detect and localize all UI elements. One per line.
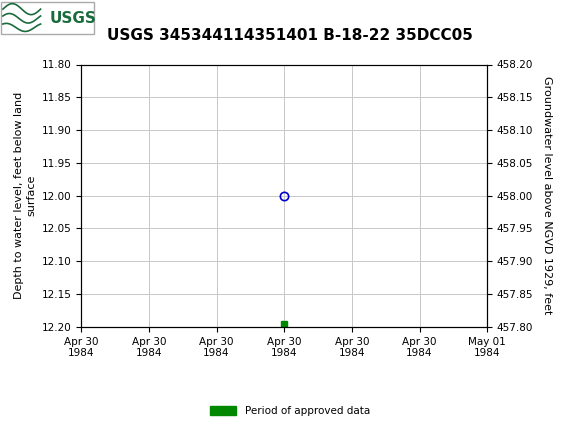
Text: USGS 345344114351401 B-18-22 35DCC05: USGS 345344114351401 B-18-22 35DCC05	[107, 28, 473, 43]
FancyBboxPatch shape	[1, 2, 94, 34]
Legend: Period of approved data: Period of approved data	[206, 402, 374, 421]
Text: USGS: USGS	[49, 11, 96, 26]
Y-axis label: Depth to water level, feet below land
surface: Depth to water level, feet below land su…	[14, 92, 36, 299]
Y-axis label: Groundwater level above NGVD 1929, feet: Groundwater level above NGVD 1929, feet	[542, 77, 552, 315]
